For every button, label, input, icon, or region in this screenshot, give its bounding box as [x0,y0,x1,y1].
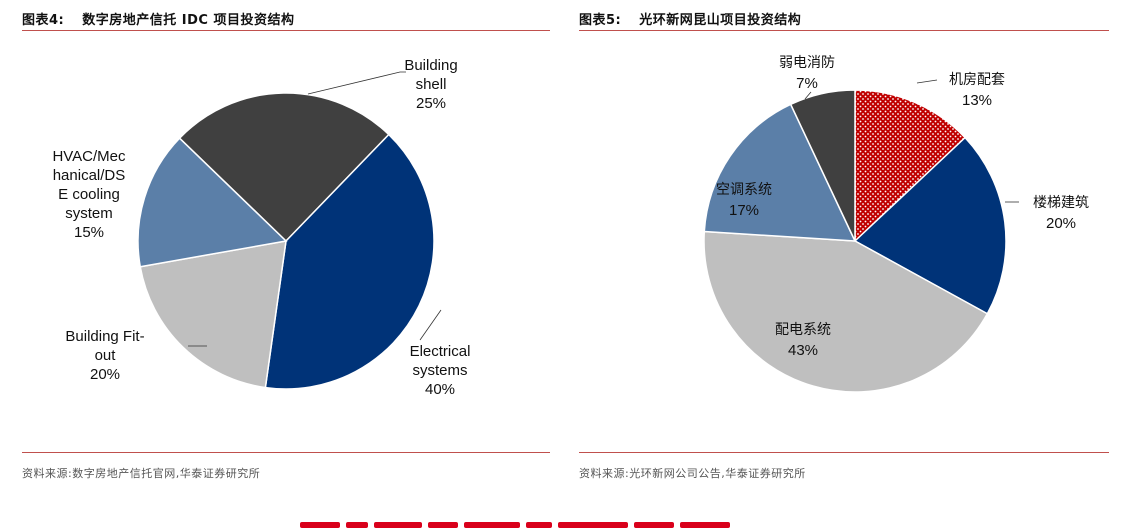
figure-5-title-text: 光环新网昆山项目投资结构 [639,13,802,28]
pie-slice-1 [264,133,435,390]
pie-slice-3 [703,103,857,242]
slice-label-1: Electrical systems 40% [410,343,471,398]
figure-4-title-text: 数字房地产信托 IDC 项目投资结构 [82,13,295,28]
figure-5-prefix: 图表5: [579,13,622,28]
slice-label-2: Building Fit-out 20% [65,328,144,383]
figure-5-title: 图表5: 光环新网昆山项目投资结构 [579,9,801,28]
figure-4-panel: 图表4: 数字房地产信托 IDC 项目投资结构 Building shell 25% E… [22,0,550,521]
slice-label-0: 机房配套 13% [949,72,1005,109]
figure-5-pie-chart: 机房配套 13% 楼梯建筑 20% 配电系统 43% 空调系统 17% 弱电消防 7% [703,55,1089,393]
figure-5-top-rule [579,30,1109,31]
pie-slice-4 [789,89,856,242]
leader-line-0 [307,71,406,95]
figure-5-panel: 图表5: 光环新网昆山项目投资结构 机房配套 13% 楼梯建筑 20% 配电系统 43% 空调… [579,0,1109,521]
slice-label-3: 空调系统 17% [716,182,772,219]
slice-label-0: Building shell 25% [404,57,457,112]
leader-line-0 [916,79,938,84]
figure-4-source: 资料来源:数字房地产信托官网,华泰证券研究所 [22,467,261,480]
figure-4-pie-chart: Building shell 25% Electrical systems 40% Buil… [52,57,471,398]
cut-off-red-text-strip [300,513,900,528]
figure-5-source: 资料来源:光环新网公司公告,华泰证券研究所 [579,467,806,480]
pie-slice-2 [703,230,989,393]
figure-4-top-rule [22,30,550,31]
figure-4-bottom-rule [22,452,550,453]
slice-label-4: 弱电消防 7% [779,55,835,92]
pie-slice-1 [853,136,1007,315]
pie-slice-0 [178,92,390,243]
figure-4-title: 图表4: 数字房地产信托 IDC 项目投资结构 [22,9,294,28]
slice-label-1: 楼梯建筑 20% [1033,195,1089,232]
leader-line-1 [419,309,442,341]
pie-slice-0 [854,89,967,243]
figure-5-bottom-rule [579,452,1109,453]
slice-label-2: 配电系统 43% [775,322,831,359]
figure-4-prefix: 图表4: [22,13,65,28]
leader-line-4 [804,91,812,100]
pie-slice-3 [137,137,288,268]
pie-slice-2 [139,240,287,389]
slice-label-3: HVAC/Mec hanical/DS E cooling system 15% [52,148,126,241]
